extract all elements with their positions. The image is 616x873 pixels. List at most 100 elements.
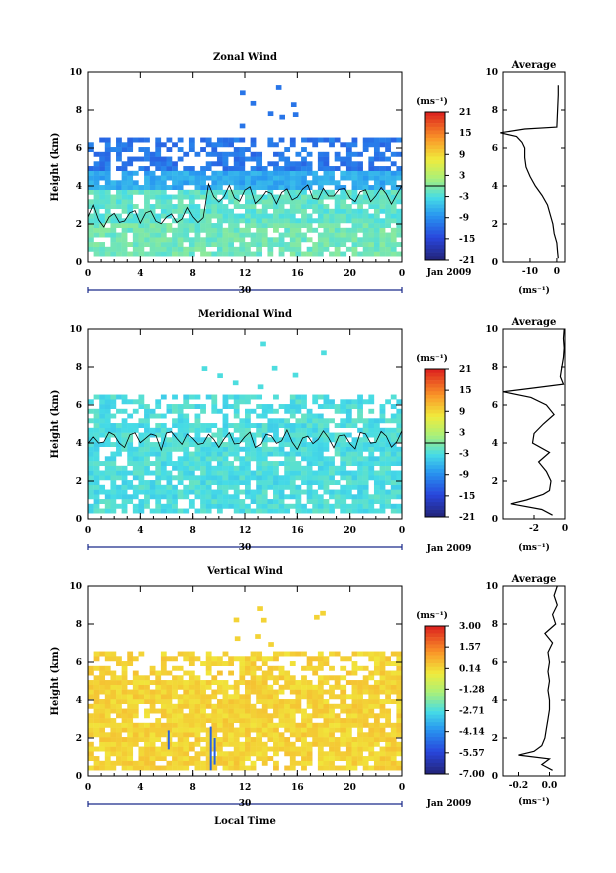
- heatmap-cell: [110, 242, 117, 247]
- heatmap-cell: [312, 227, 319, 233]
- heatmap-cell: [216, 737, 223, 742]
- heatmap-cell: [306, 227, 313, 233]
- colorbar-segment: [425, 256, 445, 261]
- heatmap-cell: [295, 746, 302, 752]
- heatmap-cell: [200, 137, 206, 143]
- heatmap-cell: [211, 232, 218, 238]
- heatmap-cell: [93, 185, 100, 190]
- heatmap-cell: [261, 741, 268, 747]
- heatmap-cell: [289, 208, 296, 214]
- heatmap-cell: [88, 237, 94, 243]
- heatmap-cell: [334, 408, 341, 414]
- heatmap-cell: [295, 503, 302, 509]
- heatmap-cell: [250, 137, 257, 143]
- heatmap-cell: [340, 237, 347, 243]
- heatmap-cell: [256, 170, 263, 176]
- heatmap-cell: [273, 461, 279, 466]
- heatmap-cell: [233, 427, 240, 433]
- heatmap-cell: [138, 465, 145, 471]
- heatmap-cell: [228, 656, 234, 662]
- heatmap-cell: [205, 756, 212, 761]
- heatmap-cell: [306, 470, 313, 476]
- heatmap-cell: [385, 708, 391, 714]
- heatmap-cell: [273, 204, 279, 209]
- heatmap-cell: [357, 746, 363, 752]
- heatmap-cell: [284, 199, 291, 205]
- heatmap-cell: [110, 475, 117, 481]
- heatmap-cell: [301, 147, 307, 152]
- heatmap-cell: [245, 213, 251, 219]
- heatmap-cell: [183, 489, 190, 495]
- colorbar-segment: [425, 688, 445, 693]
- heatmap-cell: [172, 194, 178, 200]
- heatmap-cell: [245, 465, 251, 471]
- heatmap-cell: [183, 737, 190, 742]
- heatmap-cell: [334, 503, 341, 509]
- heatmap-cell: [255, 634, 261, 639]
- heatmap-cell: [306, 722, 313, 728]
- heatmap-cell: [284, 456, 291, 462]
- heatmap-cell: [368, 137, 375, 143]
- heatmap-cell: [301, 427, 307, 433]
- heatmap-cell: [149, 246, 156, 252]
- heatmap-cell: [222, 142, 229, 148]
- heatmap-cell: [273, 394, 279, 400]
- heatmap-cell: [216, 708, 223, 714]
- heatmap-cell: [233, 760, 240, 766]
- heatmap-cell: [205, 199, 212, 205]
- profile-y-tick-label: 8: [492, 106, 498, 116]
- heatmap-cell: [245, 223, 251, 228]
- heatmap-cell: [295, 227, 302, 233]
- heatmap-cell: [340, 242, 347, 247]
- heatmap-cell: [160, 237, 167, 243]
- heatmap-cell: [211, 394, 218, 400]
- heatmap-cell: [301, 423, 307, 428]
- heatmap-cell: [250, 727, 257, 733]
- heatmap-cell: [127, 175, 134, 181]
- heatmap-cell: [267, 484, 274, 490]
- heatmap-cell: [273, 446, 279, 452]
- colorbar-tick-label: -3: [459, 450, 469, 460]
- heatmap-cell: [295, 722, 302, 728]
- heatmap-cell: [306, 484, 313, 490]
- heatmap-cell: [233, 446, 240, 452]
- heatmap-cell: [200, 147, 206, 152]
- heatmap-cell: [104, 470, 111, 476]
- heatmap-cell: [194, 494, 201, 500]
- heatmap-cell: [132, 170, 139, 176]
- heatmap-cell: [205, 699, 212, 704]
- heatmap-cell: [312, 189, 319, 195]
- heatmap-cell: [245, 494, 251, 500]
- heatmap-cell: [385, 242, 391, 247]
- heatmap-cell: [194, 404, 201, 409]
- heatmap-cell: [385, 661, 391, 666]
- heatmap-cell: [144, 427, 150, 433]
- heatmap-cell: [233, 713, 240, 719]
- heatmap-cell: [357, 713, 363, 719]
- heatmap-cell: [144, 242, 150, 247]
- heatmap-cell: [149, 760, 156, 766]
- heatmap-cell: [121, 204, 128, 209]
- heatmap-cell: [368, 185, 375, 190]
- heatmap-cell: [245, 699, 251, 704]
- heatmap-cell: [116, 189, 122, 195]
- heatmap-cell: [385, 199, 391, 205]
- heatmap-cell: [306, 499, 313, 504]
- heatmap-cell: [110, 185, 117, 190]
- heatmap-cell: [385, 147, 391, 152]
- heatmap-cell: [149, 189, 156, 195]
- heatmap-cell: [99, 665, 106, 671]
- heatmap-cell: [200, 760, 206, 766]
- heatmap-cell: [261, 508, 268, 514]
- heatmap-cell: [362, 703, 369, 709]
- heatmap-cell: [194, 461, 201, 466]
- heatmap-cell: [373, 442, 380, 447]
- heatmap-cell: [88, 741, 94, 747]
- heatmap-cell: [250, 722, 257, 728]
- colorbar-tick-label: -21: [459, 256, 475, 266]
- heatmap-cell: [312, 427, 319, 433]
- heatmap-cell: [267, 703, 274, 709]
- heatmap-cell: [116, 661, 122, 666]
- heatmap-cell: [116, 741, 122, 747]
